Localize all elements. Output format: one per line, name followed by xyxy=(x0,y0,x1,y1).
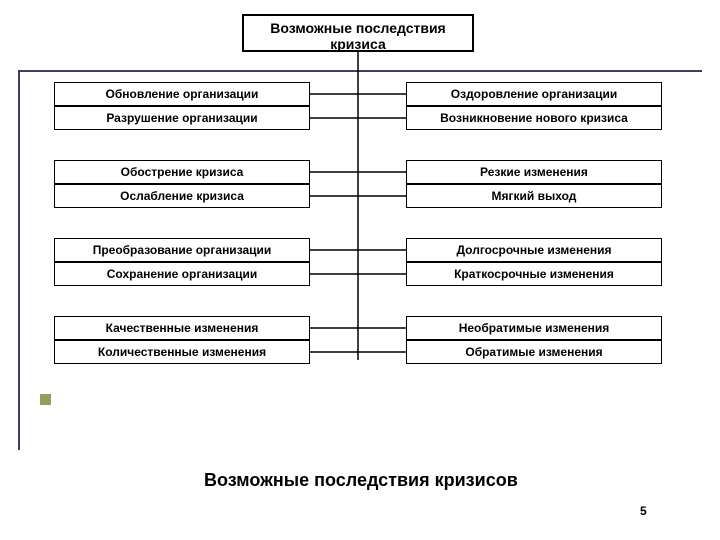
leaf-left-5: Сохранение организации xyxy=(54,262,310,286)
leaf-right-7: Обратимые изменения xyxy=(406,340,662,364)
leaf-right-0: Оздоровление организации xyxy=(406,82,662,106)
page-number: 5 xyxy=(640,504,647,518)
leaf-left-0: Обновление организации xyxy=(54,82,310,106)
leaf-left-6: Качественные изменения xyxy=(54,316,310,340)
leaf-left-7: Количественные изменения xyxy=(54,340,310,364)
root-node: Возможные последствиякризиса xyxy=(242,14,474,52)
leaf-right-6: Необратимые изменения xyxy=(406,316,662,340)
leaf-left-4: Преобразование организации xyxy=(54,238,310,262)
leaf-left-2: Обострение кризиса xyxy=(54,160,310,184)
leaf-left-3: Ослабление кризиса xyxy=(54,184,310,208)
leaf-right-4: Долгосрочные изменения xyxy=(406,238,662,262)
diagram-caption: Возможные последствия кризисов xyxy=(204,470,518,491)
leaf-left-1: Разрушение организации xyxy=(54,106,310,130)
leaf-right-2: Резкие изменения xyxy=(406,160,662,184)
leaf-right-3: Мягкий выход xyxy=(406,184,662,208)
leaf-right-1: Возникновение нового кризиса xyxy=(406,106,662,130)
caption-bullet xyxy=(40,394,51,405)
leaf-right-5: Краткосрочные изменения xyxy=(406,262,662,286)
